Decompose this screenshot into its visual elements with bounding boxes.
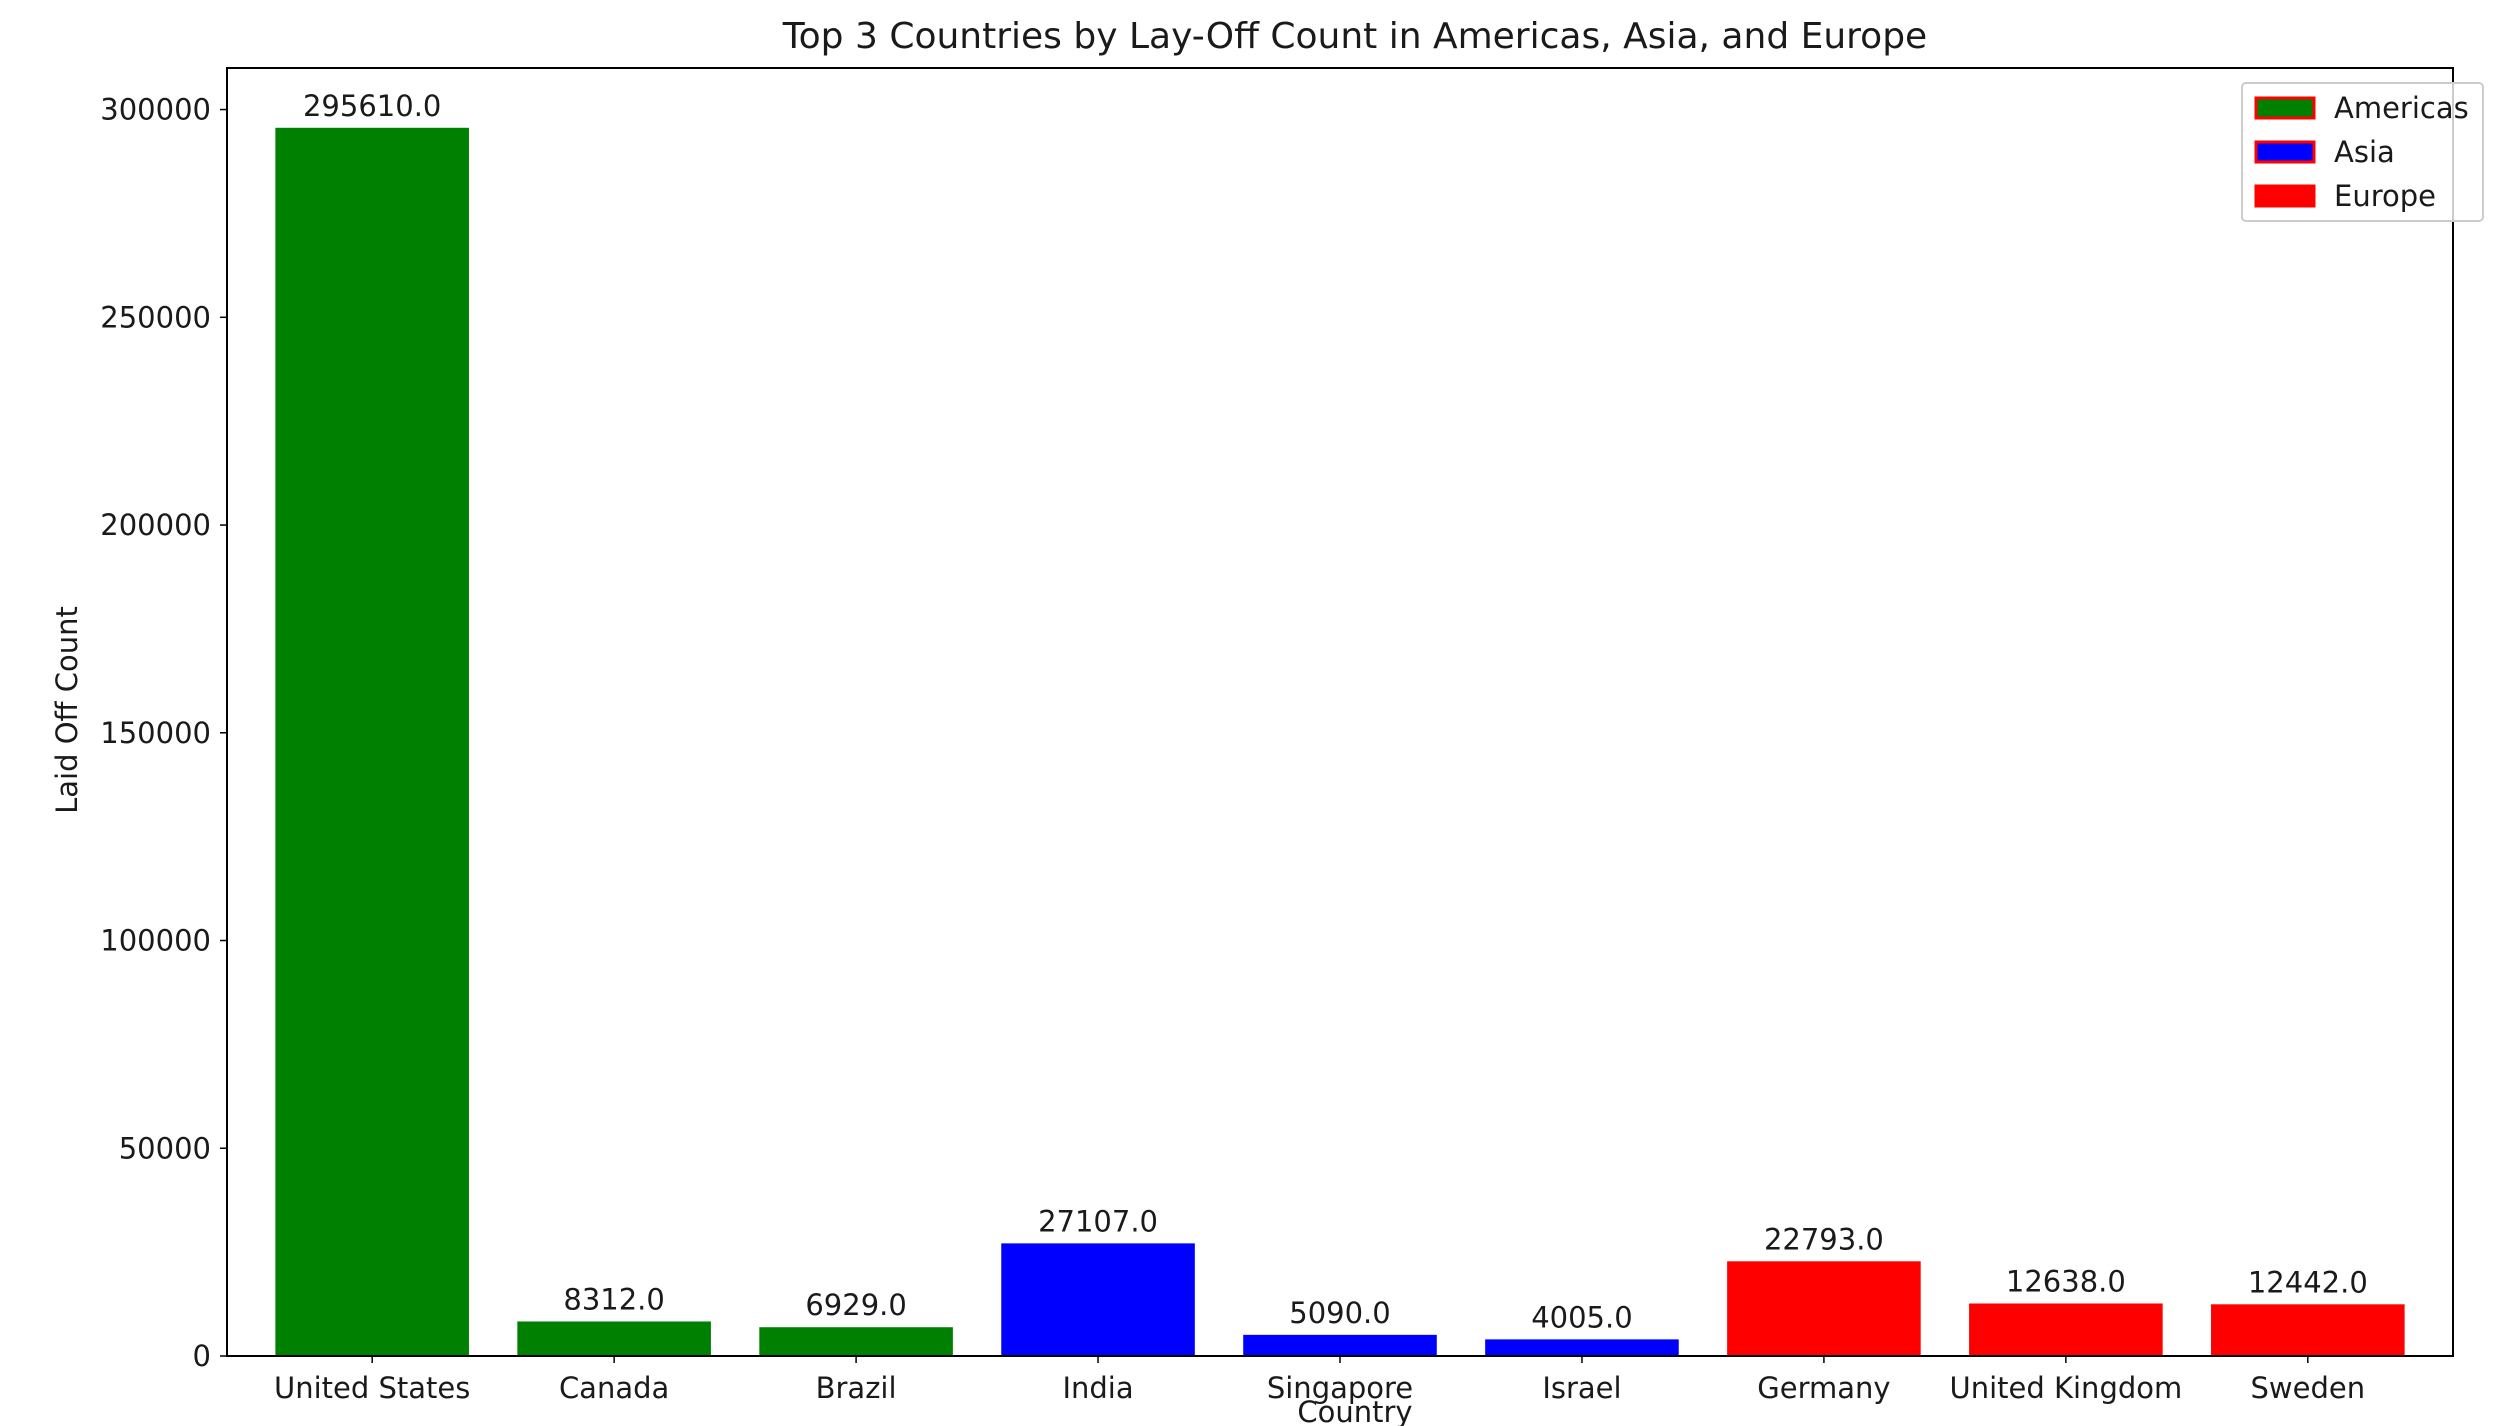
legend-swatch-americas — [2254, 96, 2316, 120]
y-tick-label: 300000 — [100, 93, 211, 127]
legend-swatch-europe — [2254, 184, 2316, 208]
legend-swatch-asia — [2254, 140, 2316, 164]
x-axis-label: Country — [1297, 1395, 1412, 1426]
x-tick-label-brazil: Brazil — [816, 1371, 897, 1405]
bar-brazil — [759, 1327, 953, 1356]
x-tick-label-singapore: Singapore — [1267, 1371, 1413, 1405]
x-tick-label-india: India — [1062, 1371, 1133, 1405]
bar-singapore — [1243, 1334, 1437, 1356]
data-label-united-kingdom: 12638.0 — [2006, 1264, 2126, 1298]
bar-canada — [517, 1321, 711, 1356]
bar-germany — [1727, 1261, 1921, 1356]
legend-label-europe: Europe — [2334, 179, 2436, 213]
x-tick-label-united-states: United States — [274, 1371, 470, 1405]
bar-sweden — [2211, 1304, 2405, 1356]
x-tick-label-sweden: Sweden — [2251, 1371, 2366, 1405]
y-axis-label: Laid Off Count — [50, 606, 84, 814]
legend-label-asia: Asia — [2334, 135, 2395, 169]
legend: Americas Asia Europe — [2241, 82, 2484, 222]
x-axis-ticks: United States Canada Brazil India Singapore I… — [274, 1356, 2365, 1405]
bar-united-kingdom — [1969, 1303, 2163, 1356]
y-tick-label: 100000 — [100, 924, 211, 958]
x-tick-label-israel: Israel — [1542, 1371, 1621, 1405]
data-label-sweden: 12442.0 — [2248, 1265, 2368, 1299]
y-tick-label: 250000 — [100, 300, 211, 334]
x-tick-label-germany: Germany — [1757, 1371, 1890, 1405]
y-tick-label: 50000 — [119, 1131, 211, 1165]
data-label-israel: 4005.0 — [1531, 1300, 1632, 1334]
data-label-germany: 22793.0 — [1764, 1222, 1884, 1256]
y-tick-label: 150000 — [100, 716, 211, 750]
bar-india — [1001, 1243, 1195, 1356]
data-label-brazil: 6929.0 — [805, 1288, 906, 1322]
legend-label-americas: Americas — [2334, 91, 2469, 125]
data-label-united-states: 295610.0 — [303, 89, 441, 123]
data-label-india: 27107.0 — [1038, 1204, 1158, 1238]
data-label-singapore: 5090.0 — [1289, 1296, 1390, 1330]
plot-frame — [226, 67, 2454, 1357]
bar-united-states — [275, 127, 469, 1357]
chart-title: Top 3 Countries by Lay-Off Count in Amer… — [782, 16, 1927, 57]
x-tick-label-united-kingdom: United Kingdom — [1949, 1371, 2182, 1405]
data-label-canada: 8312.0 — [563, 1282, 664, 1316]
y-axis-ticks: 0 50000 100000 150000 200000 250000 300000 — [100, 93, 227, 1373]
y-tick-label: 0 — [193, 1339, 211, 1373]
y-tick-label: 200000 — [100, 508, 211, 542]
bar-israel — [1485, 1339, 1679, 1356]
x-tick-label-canada: Canada — [559, 1371, 669, 1405]
bars-group: 295610.0 8312.0 6929.0 27107.0 5090.0 4005.0 2… — [275, 89, 2405, 1357]
